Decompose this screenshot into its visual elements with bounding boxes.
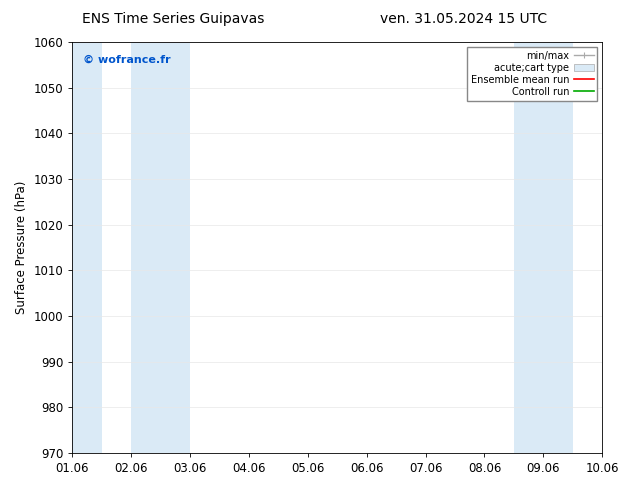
Bar	[72, 42, 102, 453]
Bar	[514, 42, 573, 453]
Bar	[131, 42, 190, 453]
Y-axis label: Surface Pressure (hPa): Surface Pressure (hPa)	[15, 181, 28, 314]
Bar	[602, 42, 631, 453]
Text: © wofrance.fr: © wofrance.fr	[83, 54, 171, 64]
Legend: min/max, acute;cart type, Ensemble mean run, Controll run: min/max, acute;cart type, Ensemble mean …	[467, 47, 597, 100]
Text: ven. 31.05.2024 15 UTC: ven. 31.05.2024 15 UTC	[380, 12, 548, 26]
Text: ENS Time Series Guipavas: ENS Time Series Guipavas	[82, 12, 265, 26]
